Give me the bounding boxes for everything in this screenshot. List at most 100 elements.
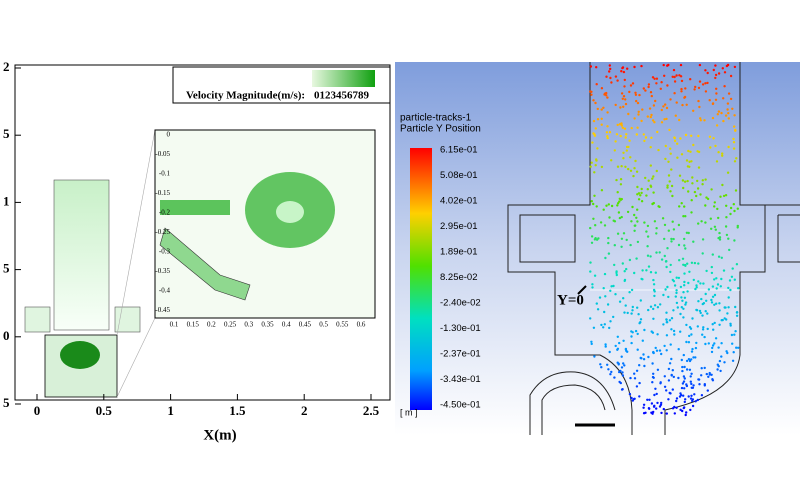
particle (666, 184, 669, 187)
particle (662, 63, 665, 67)
particle (690, 382, 693, 386)
particle (645, 194, 648, 197)
particle (683, 95, 687, 99)
particle (635, 257, 638, 260)
particle (623, 127, 627, 130)
particle (697, 378, 700, 381)
particle (689, 327, 693, 330)
particle (616, 202, 620, 205)
particle (696, 150, 699, 153)
particle (639, 318, 643, 321)
particle (687, 190, 690, 193)
particle (635, 369, 639, 372)
particle (684, 301, 688, 304)
particle (712, 137, 715, 140)
particle (713, 201, 716, 204)
particle (631, 331, 634, 334)
particle (620, 237, 624, 240)
particle (683, 377, 686, 380)
particle (651, 381, 654, 384)
particle (635, 170, 639, 173)
particle (646, 245, 649, 248)
particle (656, 306, 660, 309)
particle (606, 363, 609, 366)
particle (718, 302, 721, 305)
particle (642, 403, 646, 406)
particle (730, 275, 734, 278)
particle (673, 136, 676, 139)
particle (702, 282, 705, 285)
particle (616, 347, 620, 350)
particle (699, 282, 702, 285)
particle (633, 229, 636, 232)
particle (654, 387, 657, 390)
particle (682, 316, 685, 319)
particle (633, 271, 636, 275)
particle (615, 271, 618, 275)
particle (704, 178, 707, 181)
particle (666, 84, 669, 87)
particle (683, 280, 686, 284)
particle (593, 134, 597, 137)
particle (593, 274, 597, 277)
particle (622, 232, 626, 235)
inset-y-tick-label: -0.15 (155, 189, 170, 197)
particle (695, 308, 698, 312)
particle (684, 133, 688, 137)
particle (630, 288, 634, 292)
particle (679, 137, 682, 140)
particle (662, 293, 665, 297)
particle (668, 180, 671, 183)
particle (687, 149, 690, 153)
particle (709, 217, 712, 220)
particle (628, 258, 632, 262)
particle (625, 267, 628, 271)
particle (608, 131, 612, 134)
particle (720, 342, 723, 345)
particle (655, 392, 658, 396)
particle (701, 83, 705, 86)
particle (623, 279, 626, 283)
particle (735, 311, 739, 314)
particle (668, 319, 672, 322)
particle (589, 261, 592, 264)
particle (669, 343, 672, 346)
zoom-line (116, 317, 156, 398)
particle (606, 136, 609, 140)
particle (690, 199, 693, 202)
particle (606, 135, 609, 138)
particle (731, 267, 734, 270)
particle (637, 198, 641, 201)
particle (616, 335, 619, 338)
particle (638, 322, 641, 325)
particle (669, 98, 672, 101)
particle (622, 157, 625, 160)
particle (718, 309, 721, 312)
particle (696, 398, 699, 402)
particle (622, 339, 625, 342)
particle (713, 225, 717, 228)
particle (636, 208, 639, 211)
particle (714, 228, 717, 231)
particle (636, 101, 640, 105)
particle (635, 133, 638, 136)
particle (680, 386, 684, 390)
particle (721, 67, 724, 70)
particle (700, 297, 703, 301)
particle (596, 118, 600, 121)
particle (623, 311, 626, 314)
particle (727, 112, 730, 115)
particle (634, 224, 637, 227)
particle (701, 179, 704, 182)
particle (690, 134, 693, 137)
particle (715, 277, 718, 280)
x-tick-label: 0.5 (96, 403, 113, 418)
particle (690, 394, 693, 397)
particle (592, 326, 596, 329)
particle (635, 385, 639, 388)
particle (663, 385, 667, 388)
particle (607, 241, 610, 245)
particle (705, 196, 708, 199)
particle (599, 221, 603, 224)
particle (673, 333, 676, 336)
